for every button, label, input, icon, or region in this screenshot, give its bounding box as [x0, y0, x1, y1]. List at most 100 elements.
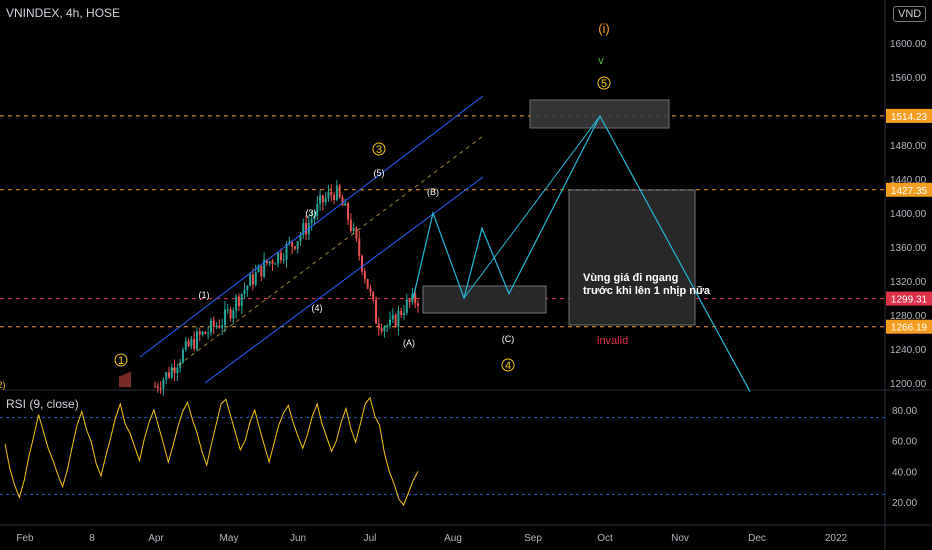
candle-body — [375, 299, 378, 324]
time-tick-label: Feb — [16, 533, 34, 544]
candle-body — [274, 263, 277, 265]
price-tick-label: 1400.00 — [890, 209, 927, 220]
candle-body — [226, 309, 229, 311]
candle-body — [338, 185, 341, 198]
rsi-tick-label: 60.00 — [892, 437, 917, 448]
candle-body — [235, 296, 238, 311]
candle-body — [417, 303, 419, 306]
candle-body — [282, 259, 285, 261]
currency-badge[interactable]: VND — [893, 6, 927, 22]
consolidation-zone — [422, 285, 547, 314]
candle-body — [195, 331, 198, 350]
time-tick-label: Jun — [290, 533, 306, 544]
candle-body — [296, 241, 299, 249]
candle-body — [156, 386, 159, 389]
candle-body — [268, 261, 271, 264]
wave-label-3-paren: (3) — [306, 208, 317, 218]
time-tick-label: Jul — [364, 533, 377, 544]
candle-body — [162, 379, 165, 389]
candle-body — [391, 314, 394, 320]
price-tick-label: 1360.00 — [890, 243, 927, 254]
chart-title: VNINDEX, 4h, HOSE — [6, 6, 121, 20]
price-tag-label: 1427.35 — [891, 186, 928, 197]
candle-body — [277, 252, 280, 264]
rsi-title: RSI (9, close) — [6, 397, 79, 411]
candle-body — [251, 274, 254, 285]
rsi-axis[interactable]: 20.00 40.00 60.00 80.00 — [892, 406, 917, 509]
candle-body — [187, 340, 190, 347]
price-tick-label: 1320.00 — [890, 277, 927, 288]
price-axis[interactable]: 1200.00 1240.00 1280.00 1320.00 1360.00 1400.… — [890, 39, 927, 390]
candle-body — [263, 259, 266, 277]
candle-body — [408, 299, 411, 302]
time-tick-label: May — [220, 533, 239, 544]
wave-label-4-paren: (4) — [312, 303, 323, 313]
candle-body — [279, 252, 282, 261]
price-tag-bg — [886, 108, 932, 123]
price-tick-label: 1480.00 — [890, 141, 927, 152]
rsi-pane[interactable] — [0, 396, 885, 507]
invalid-label: invalid — [597, 335, 628, 347]
wave-label-2: (2) — [0, 380, 6, 390]
candle-body — [173, 367, 176, 374]
wave-label-1-paren: (1) — [199, 290, 210, 300]
candle-body — [333, 195, 336, 201]
note-line-1: Vùng giá đi ngang — [583, 272, 678, 284]
candle-body — [159, 388, 162, 390]
time-axis[interactable]: Feb 8 Apr May Jun Jul Aug Sep Oct Nov Dec 2022 — [16, 533, 847, 544]
candle-body — [201, 331, 204, 335]
wave-label-5-circle — [597, 76, 611, 90]
candle-body — [349, 219, 352, 231]
price-tick-label: 1200.00 — [890, 379, 927, 390]
candle-body — [154, 386, 156, 388]
candle-body — [361, 255, 364, 272]
candle-body — [193, 339, 196, 350]
wave-label-3-circle — [372, 142, 386, 156]
price-tick-label: 1440.00 — [890, 175, 927, 186]
channel-lower-line — [204, 176, 484, 384]
candle-body — [355, 227, 358, 239]
time-tick-label: 2022 — [825, 533, 848, 544]
price-tick-label: 1280.00 — [890, 311, 927, 322]
candle-body — [344, 203, 347, 206]
candle-body — [316, 203, 319, 216]
channel-upper-line — [139, 95, 484, 358]
candle-body — [352, 227, 355, 231]
candle-body — [324, 197, 327, 203]
candle-body — [400, 310, 403, 316]
wave-label-1-circle — [114, 353, 128, 367]
candle-body — [386, 325, 389, 327]
time-tick-label: Apr — [148, 533, 164, 544]
candle-body — [223, 309, 226, 326]
analysis-overlay: (i) v 5 3 (5) (3) (1) 1 (4) (B) (A) (C) 4 (2) Vùng giá… — [0, 21, 751, 392]
candle-body — [254, 272, 257, 285]
price-tags: 1514.23 1427.35 1299.31 1266.19 — [886, 108, 932, 334]
candle-body — [380, 328, 383, 332]
rsi-tick-label: 40.00 — [892, 467, 917, 478]
candle-body — [260, 265, 263, 277]
candle-body — [313, 215, 316, 220]
candle-body — [366, 279, 369, 289]
candle-body — [358, 238, 361, 256]
price-tick-label: 1600.00 — [890, 39, 927, 50]
candle-body — [341, 197, 344, 206]
candle-body — [198, 331, 201, 335]
candle-body — [403, 313, 406, 316]
candle-body — [165, 372, 168, 380]
candle-body — [212, 320, 215, 328]
time-tick-label: Sep — [524, 533, 542, 544]
candle-body — [327, 191, 330, 198]
channel-mid-line — [171, 135, 484, 371]
candle-body — [389, 319, 392, 326]
candle-body — [302, 223, 305, 236]
candle-body — [209, 320, 212, 333]
candle-body — [207, 332, 210, 334]
candle-body — [347, 203, 350, 220]
candle-body — [179, 362, 182, 368]
price-pane[interactable] — [0, 115, 885, 396]
wave-label-4-circle — [501, 358, 515, 372]
candle-body — [397, 310, 400, 327]
candle-body — [257, 265, 260, 273]
price-tag-bg — [886, 319, 932, 334]
